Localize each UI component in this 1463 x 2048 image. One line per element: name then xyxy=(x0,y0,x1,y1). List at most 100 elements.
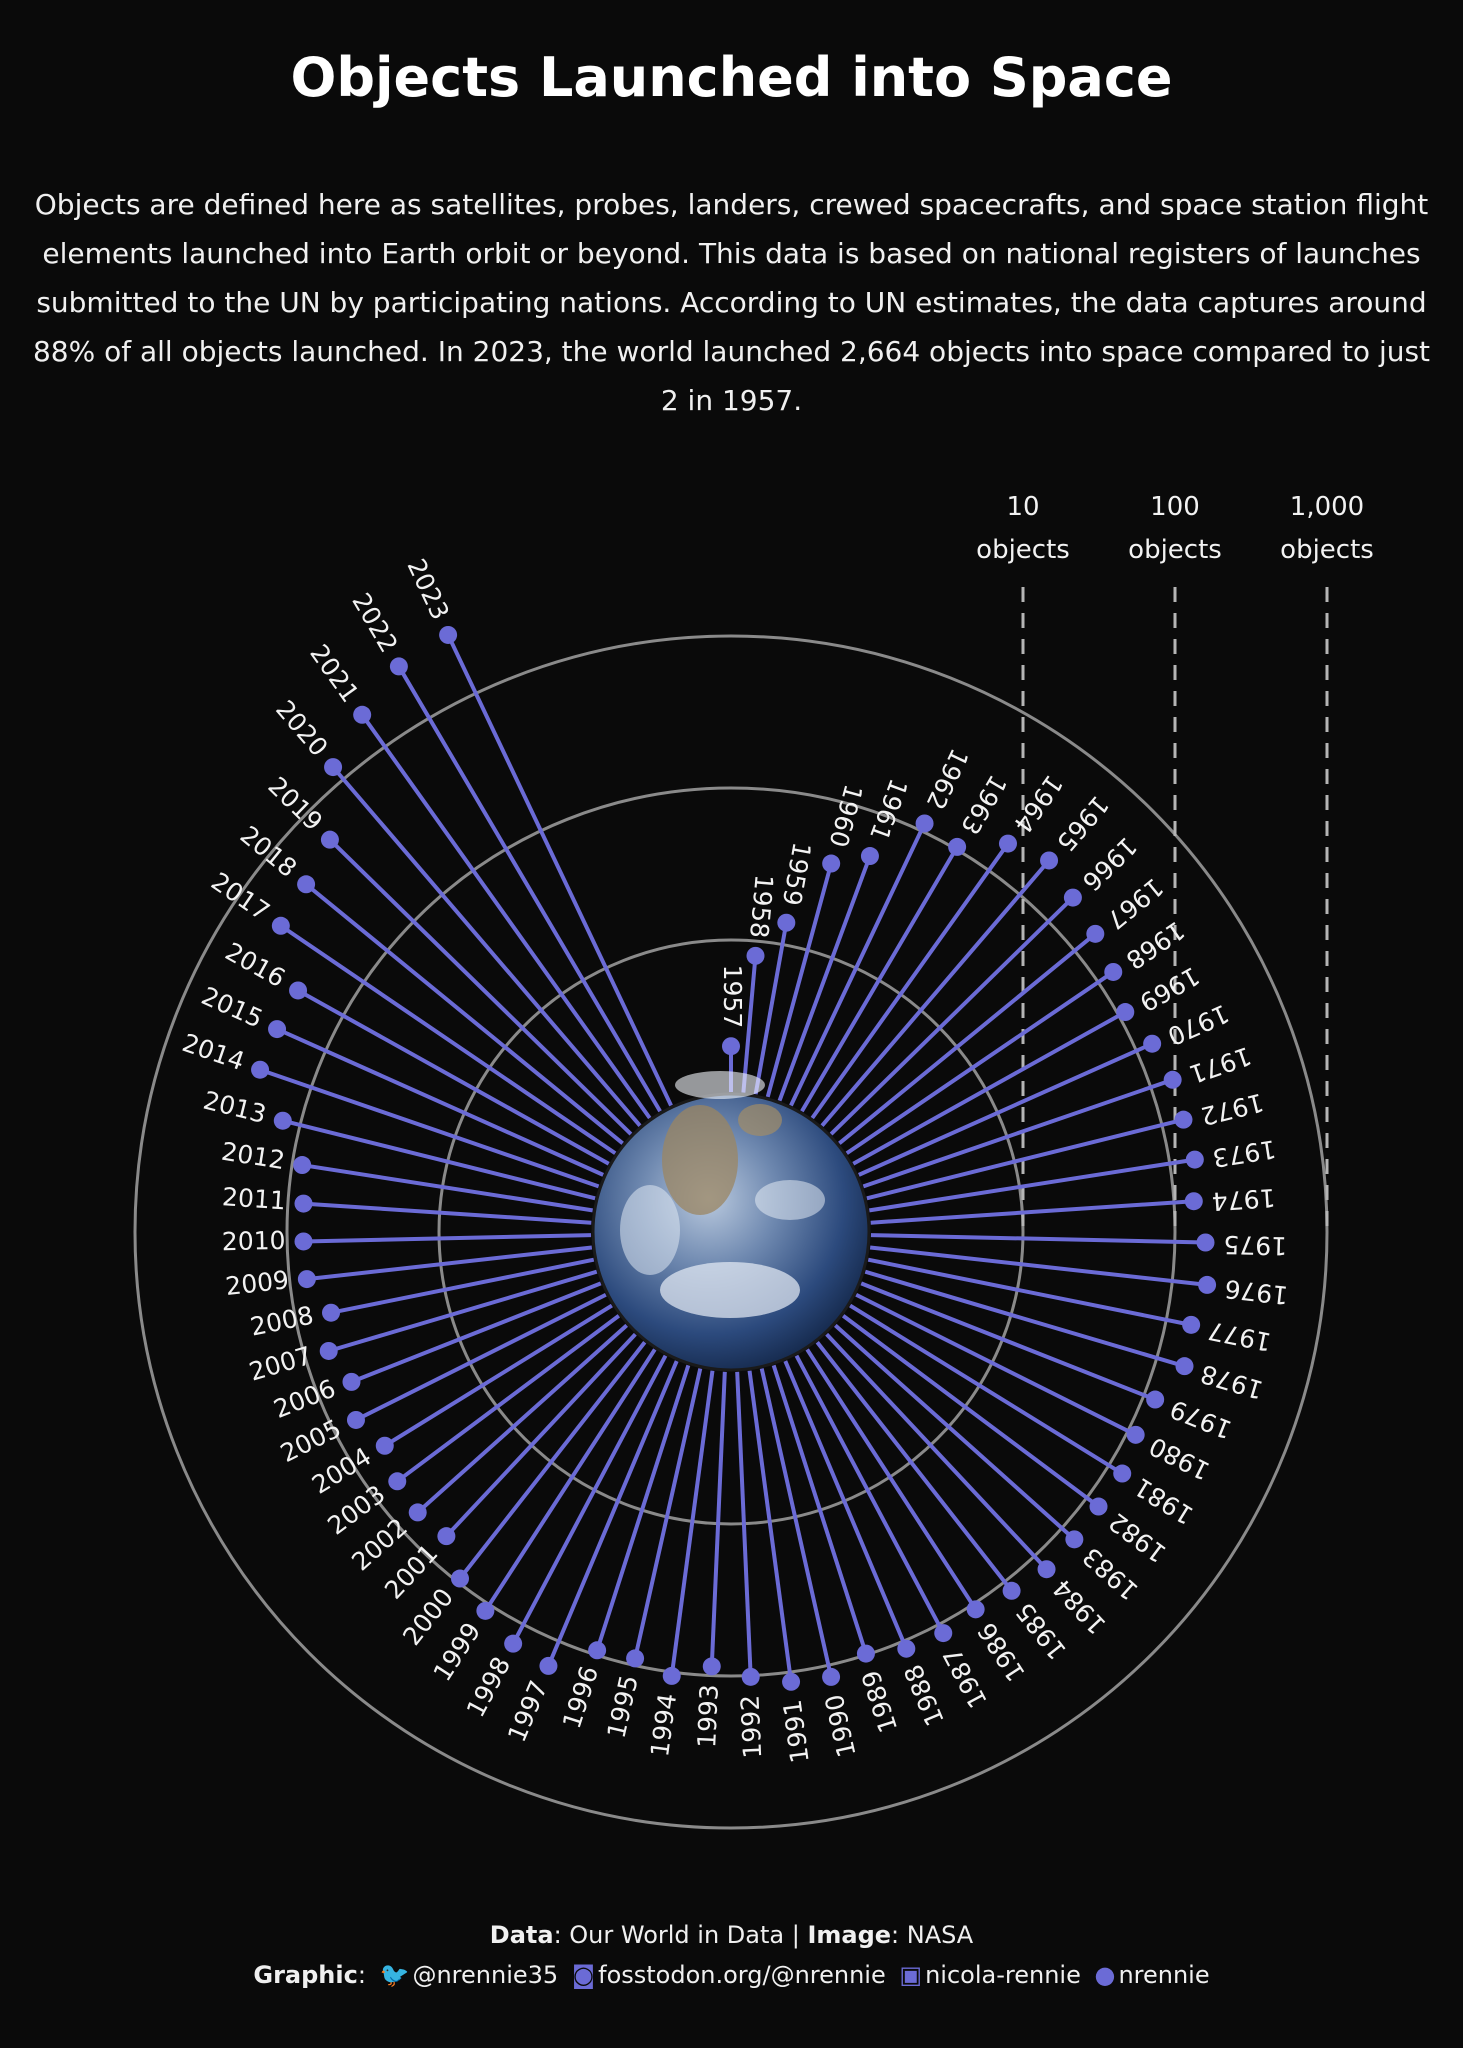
footer-graphic-label: Graphic xyxy=(253,1961,358,1989)
year-label-2017: 2017 xyxy=(206,867,275,927)
stem-1981 xyxy=(849,1303,1124,1476)
dot-1997 xyxy=(539,1656,558,1675)
dot-1970 xyxy=(1143,1034,1162,1053)
dot-1992 xyxy=(741,1667,760,1686)
year-label-1976: 1976 xyxy=(1223,1274,1289,1310)
stem-1966 xyxy=(829,896,1075,1136)
linkedin-link[interactable]: nicola-rennie xyxy=(925,1961,1081,1989)
earth-cloud-1 xyxy=(660,1262,800,1318)
dot-1999 xyxy=(476,1601,495,1620)
year-label-2020: 2020 xyxy=(270,695,333,762)
dot-2023 xyxy=(439,625,458,644)
twitter-link[interactable]: @nrennie35 xyxy=(412,1961,559,1989)
chart-subtitle: Objects are defined here as satellites, … xyxy=(32,188,1431,417)
year-label-2016: 2016 xyxy=(220,937,290,993)
dot-2013 xyxy=(273,1111,292,1130)
stem-1972 xyxy=(866,1117,1184,1201)
stem-2000 xyxy=(458,1341,647,1580)
stem-1963 xyxy=(800,845,959,1113)
stem-1971 xyxy=(862,1077,1174,1189)
twitter-icon: 🐦 xyxy=(379,1961,410,1989)
footer: Data: Our World in Data | Image: NASA Gr… xyxy=(0,1915,1463,1995)
dot-1995 xyxy=(626,1649,645,1668)
dot-2006 xyxy=(342,1372,361,1391)
github-link[interactable]: nrennie xyxy=(1118,1961,1210,1989)
legend-unit-100: objects xyxy=(1128,535,1222,565)
stem-1998 xyxy=(511,1354,668,1645)
stem-1959 xyxy=(753,922,789,1095)
stem-2012 xyxy=(301,1163,593,1213)
year-label-1988: 1988 xyxy=(899,1660,950,1730)
stem-2013 xyxy=(282,1118,596,1201)
stem-2011 xyxy=(303,1201,592,1225)
stem-1984 xyxy=(825,1332,1049,1571)
year-label-2012: 2012 xyxy=(219,1137,286,1175)
year-label-1975: 1975 xyxy=(1223,1230,1287,1260)
dot-2021 xyxy=(353,705,372,724)
dot-1978 xyxy=(1175,1357,1194,1376)
year-label-1996: 1996 xyxy=(557,1663,604,1732)
stem-1964 xyxy=(810,842,1010,1120)
github-icon: ● xyxy=(1094,1961,1116,1989)
dot-1984 xyxy=(1037,1560,1056,1579)
stem-1977 xyxy=(867,1257,1192,1327)
stem-1987 xyxy=(794,1354,946,1635)
stem-1994 xyxy=(669,1370,715,1677)
footer-data-value: : Our World in Data | xyxy=(553,1921,808,1949)
dot-2008 xyxy=(322,1303,341,1322)
year-label-1979: 1979 xyxy=(1166,1394,1236,1444)
stem-1997 xyxy=(546,1360,679,1667)
dot-1964 xyxy=(998,834,1017,853)
dot-1967 xyxy=(1086,924,1105,943)
dot-2012 xyxy=(293,1156,312,1175)
dot-2016 xyxy=(289,981,308,1000)
year-label-2011: 2011 xyxy=(221,1182,286,1215)
dot-1986 xyxy=(966,1600,985,1619)
year-label-1958: 1958 xyxy=(744,873,779,939)
earth-land-arabia xyxy=(738,1104,782,1136)
year-label-1980: 1980 xyxy=(1145,1431,1215,1485)
stem-1969 xyxy=(852,1010,1127,1166)
stem-1988 xyxy=(783,1360,909,1650)
stem-1961 xyxy=(777,855,872,1102)
year-label-1959: 1959 xyxy=(777,840,817,908)
earth-cloud-2 xyxy=(620,1185,680,1275)
dot-2020 xyxy=(324,758,343,777)
stem-1996 xyxy=(595,1364,691,1651)
dot-1990 xyxy=(822,1667,841,1686)
year-label-1977: 1977 xyxy=(1206,1316,1274,1357)
dot-2002 xyxy=(408,1503,427,1522)
year-label-1957: 1957 xyxy=(718,965,747,1029)
dot-1962 xyxy=(915,814,934,833)
stem-2003 xyxy=(396,1314,621,1483)
data-stems xyxy=(251,625,1217,1691)
dot-2007 xyxy=(319,1341,338,1360)
dot-2022 xyxy=(389,657,408,676)
year-label-2007: 2007 xyxy=(246,1341,315,1387)
stem-1983 xyxy=(833,1323,1076,1541)
dot-1968 xyxy=(1104,962,1123,981)
footer-source-line: Data: Our World in Data | Image: NASA xyxy=(0,1915,1463,1955)
dot-2004 xyxy=(375,1436,394,1455)
dot-1982 xyxy=(1089,1497,1108,1516)
legend-label-1000: 1,000 xyxy=(1290,492,1364,522)
ring-100 xyxy=(285,786,1177,1678)
stem-1992 xyxy=(735,1371,753,1677)
stem-2009 xyxy=(306,1245,593,1282)
stem-2010 xyxy=(303,1233,592,1244)
dot-2003 xyxy=(388,1472,407,1491)
footer-graphic-line: Graphic: 🐦 @nrennie35 ◙ fosstodon.org/@nre… xyxy=(253,1961,1210,1989)
earth-land-africa xyxy=(662,1105,738,1215)
mastodon-link[interactable]: fosstodon.org/@nrennie xyxy=(598,1961,886,1989)
linkedin-icon: ▣ xyxy=(899,1961,923,1989)
dot-1993 xyxy=(702,1657,721,1676)
dot-1974 xyxy=(1184,1192,1203,1211)
earth-cloud-3 xyxy=(755,1180,825,1220)
legend-unit-1000: objects xyxy=(1280,535,1374,565)
year-label-2015: 2015 xyxy=(197,981,267,1033)
stem-2015 xyxy=(276,1027,605,1177)
footer-data-label: Data xyxy=(489,1921,554,1949)
year-label-2023: 2023 xyxy=(401,554,454,624)
dot-1959 xyxy=(777,913,796,932)
